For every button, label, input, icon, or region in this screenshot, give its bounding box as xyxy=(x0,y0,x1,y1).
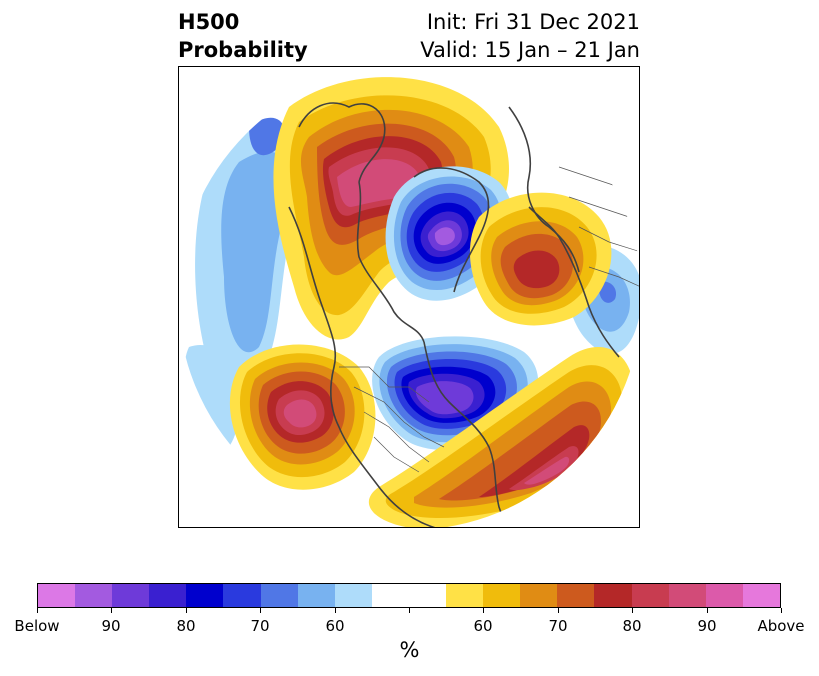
below-shade-pacific-inner xyxy=(221,151,289,353)
colorbar-segment xyxy=(149,584,187,607)
colorbar-tick xyxy=(706,608,708,613)
colorbar-tick xyxy=(408,608,410,613)
colorbar-segment xyxy=(334,584,372,607)
colorbar-tick xyxy=(36,608,38,613)
title-line-1: H500 xyxy=(178,10,240,34)
colorbar-tick-label: 80 xyxy=(176,617,196,635)
colorbar-tick-label: 70 xyxy=(548,617,568,635)
title-line-2: Probability xyxy=(178,38,308,62)
colorbar-segment xyxy=(631,584,669,607)
colorbar-segment xyxy=(223,584,261,607)
colorbar-segment xyxy=(668,584,706,607)
colorbar-tick-label: Above xyxy=(757,617,805,635)
colorbar-tick xyxy=(557,608,559,613)
colorbar-segment xyxy=(483,584,521,607)
colorbar-tick-label: 60 xyxy=(325,617,345,635)
colorbar-segment xyxy=(297,584,335,607)
political-borders xyxy=(339,166,639,473)
colorbar-segment xyxy=(705,584,743,607)
colorbar-segment xyxy=(446,584,484,607)
colorbar-segment xyxy=(371,584,409,607)
colorbar-tick-label: 90 xyxy=(101,617,121,635)
colorbar-ticks: Below 90 80 70 60 60 70 80 90 Above xyxy=(14,608,805,638)
colorbar xyxy=(37,583,781,608)
colorbar-segment xyxy=(520,584,558,607)
above-atlantic-85 xyxy=(509,446,579,491)
colorbar-segment xyxy=(742,584,780,607)
init-label: Init: Fri 31 Dec 2021 xyxy=(426,10,640,34)
below-shade-central-asia-core xyxy=(598,281,617,303)
colorbar-segment xyxy=(112,584,150,607)
colorbar-segment xyxy=(594,584,632,607)
valid-label: Valid: 15 Jan – 21 Jan xyxy=(420,38,640,62)
below-arctic-core xyxy=(434,227,455,246)
colorbar-tick xyxy=(185,608,187,613)
above-atlantic-75 xyxy=(439,401,601,501)
probability-map xyxy=(178,66,640,528)
colorbar-unit-label: % xyxy=(399,638,420,662)
colorbar-segment xyxy=(557,584,595,607)
colorbar-segment xyxy=(75,584,113,607)
colorbar-tick xyxy=(631,608,633,613)
below-shade-pacific-core xyxy=(249,117,285,156)
colorbar-segment xyxy=(260,584,298,607)
colorbar-tick xyxy=(110,608,112,613)
colorbar-tick-label: Below xyxy=(14,617,60,635)
above-atlantic-80 xyxy=(479,425,590,497)
product-title: H500 Probability xyxy=(178,8,308,64)
colorbar-tick-label: 80 xyxy=(622,617,642,635)
colorbar-segment xyxy=(186,584,224,607)
date-info: Init: Fri 31 Dec 2021 Valid: 15 Jan – 21… xyxy=(420,8,640,64)
colorbar-tick xyxy=(482,608,484,613)
polar-map-svg xyxy=(179,67,639,527)
colorbar-tick-label: 60 xyxy=(473,617,493,635)
colorbar-tick xyxy=(780,608,782,613)
colorbar-tick-label: 90 xyxy=(697,617,717,635)
colorbar-tick xyxy=(259,608,261,613)
colorbar-segment xyxy=(408,584,447,607)
above-atlantic-90 xyxy=(524,456,570,485)
colorbar-tick xyxy=(334,608,336,613)
above-europe-80 xyxy=(513,250,560,289)
above-pacific-90 xyxy=(283,399,317,428)
colorbar-segment xyxy=(38,584,76,607)
colorbar-tick-label: 70 xyxy=(250,617,270,635)
